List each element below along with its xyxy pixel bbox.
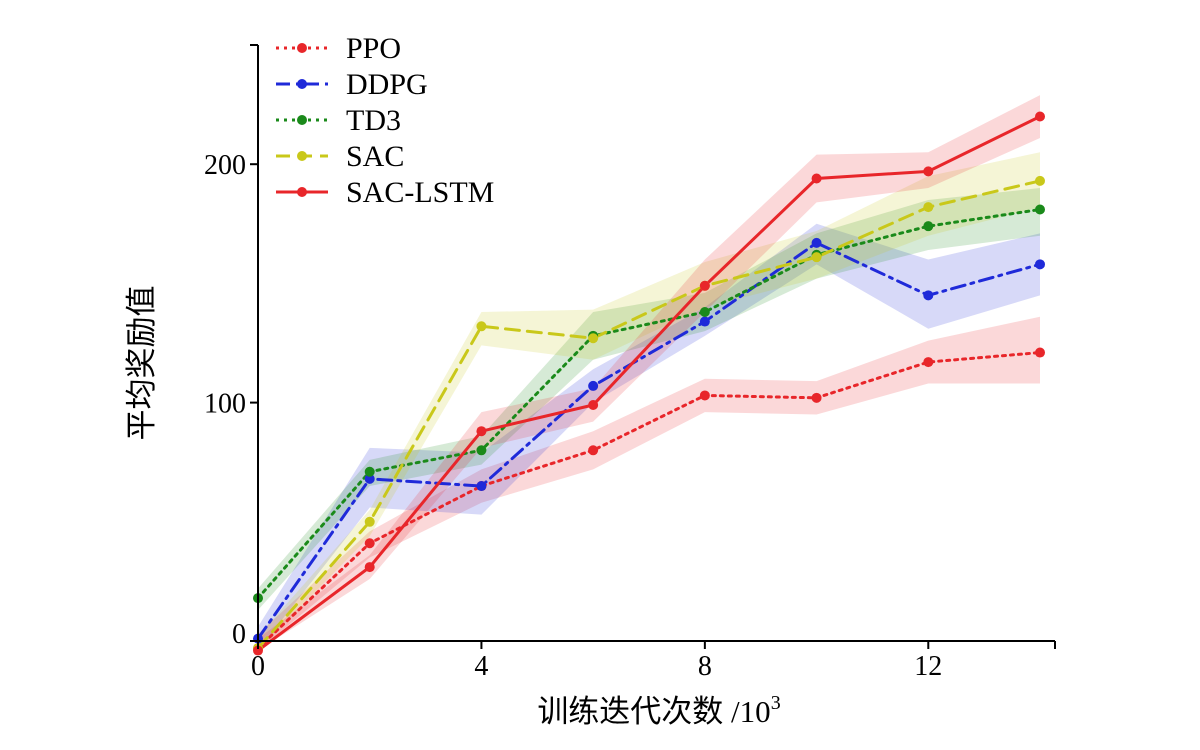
sac-lstm-band — [258, 95, 1040, 651]
ddpg-point — [699, 316, 710, 327]
ddpg-point — [923, 290, 934, 301]
td3-point — [699, 307, 710, 318]
sac-point — [1035, 175, 1045, 186]
ddpg-point — [476, 481, 487, 492]
ppo-line — [256, 351, 1042, 650]
y-tick-label: 100 — [204, 389, 246, 420]
legend-marker-sac-lstm — [297, 187, 307, 197]
ppo-point — [923, 357, 934, 368]
td3-band — [258, 188, 1040, 611]
x-tick-label: 0 — [251, 651, 265, 682]
legend-label-ppo: PPO — [346, 32, 401, 65]
td3-line — [256, 207, 1042, 600]
ppo-band — [258, 316, 1040, 651]
sac-point — [923, 202, 934, 213]
sac-lstm-point — [364, 562, 375, 573]
ddpg-band — [258, 223, 1040, 651]
sac-lstm-point — [811, 173, 822, 184]
axes — [257, 45, 1055, 642]
legend-marker-ddpg — [297, 79, 307, 89]
td3-point — [1035, 204, 1045, 215]
sac-point — [476, 321, 487, 332]
x-tick-label: 4 — [474, 651, 488, 682]
sac-point — [364, 516, 375, 527]
sac-point — [588, 333, 599, 344]
legend-label-ddpg: DDPG — [346, 68, 428, 101]
ppo-point — [364, 538, 375, 549]
legend-marker-td3 — [297, 115, 307, 125]
sac-lstm-point — [588, 399, 599, 410]
series-lines — [256, 115, 1042, 653]
x-axis-title: 训练迭代次数 /103 — [537, 692, 780, 729]
ppo-point — [588, 445, 599, 456]
ddpg-point — [811, 237, 822, 248]
ticks: 0 100 200 0 4 8 12 — [204, 44, 1056, 682]
sac-line — [256, 179, 1042, 650]
sac-lstm-line — [256, 115, 1042, 653]
x-tick-label: 8 — [698, 651, 712, 682]
legend-marker-sac — [297, 151, 307, 161]
y-axis-title: 平均奖励值 — [124, 286, 159, 441]
series-markers — [253, 111, 1045, 656]
sac-lstm-point — [699, 280, 710, 291]
td3-point — [923, 221, 934, 232]
td3-point — [476, 445, 487, 456]
x-tick-label: 12 — [914, 651, 942, 682]
ddpg-line — [256, 241, 1042, 641]
ppo-point — [1035, 347, 1045, 358]
confidence-bands — [258, 95, 1040, 651]
sac-band — [258, 152, 1040, 651]
legend-label-sac: SAC — [346, 140, 404, 173]
legend-label-td3: TD3 — [346, 104, 401, 137]
sac-lstm-point — [253, 645, 263, 656]
y-tick-label: 0 — [232, 619, 246, 650]
legend-marker-ppo — [297, 43, 307, 53]
ppo-point — [811, 392, 822, 403]
ddpg-point — [1035, 259, 1045, 270]
sac-lstm-point — [476, 426, 487, 437]
sac-lstm-point — [1035, 111, 1045, 122]
y-tick-label: 200 — [204, 150, 246, 181]
legend-label-sac-lstm: SAC-LSTM — [346, 176, 494, 209]
sac-point — [811, 252, 822, 263]
ppo-point — [699, 390, 710, 401]
ddpg-point — [364, 473, 375, 484]
td3-point — [364, 466, 375, 477]
sac-lstm-point — [923, 166, 934, 177]
ddpg-point — [588, 380, 599, 391]
